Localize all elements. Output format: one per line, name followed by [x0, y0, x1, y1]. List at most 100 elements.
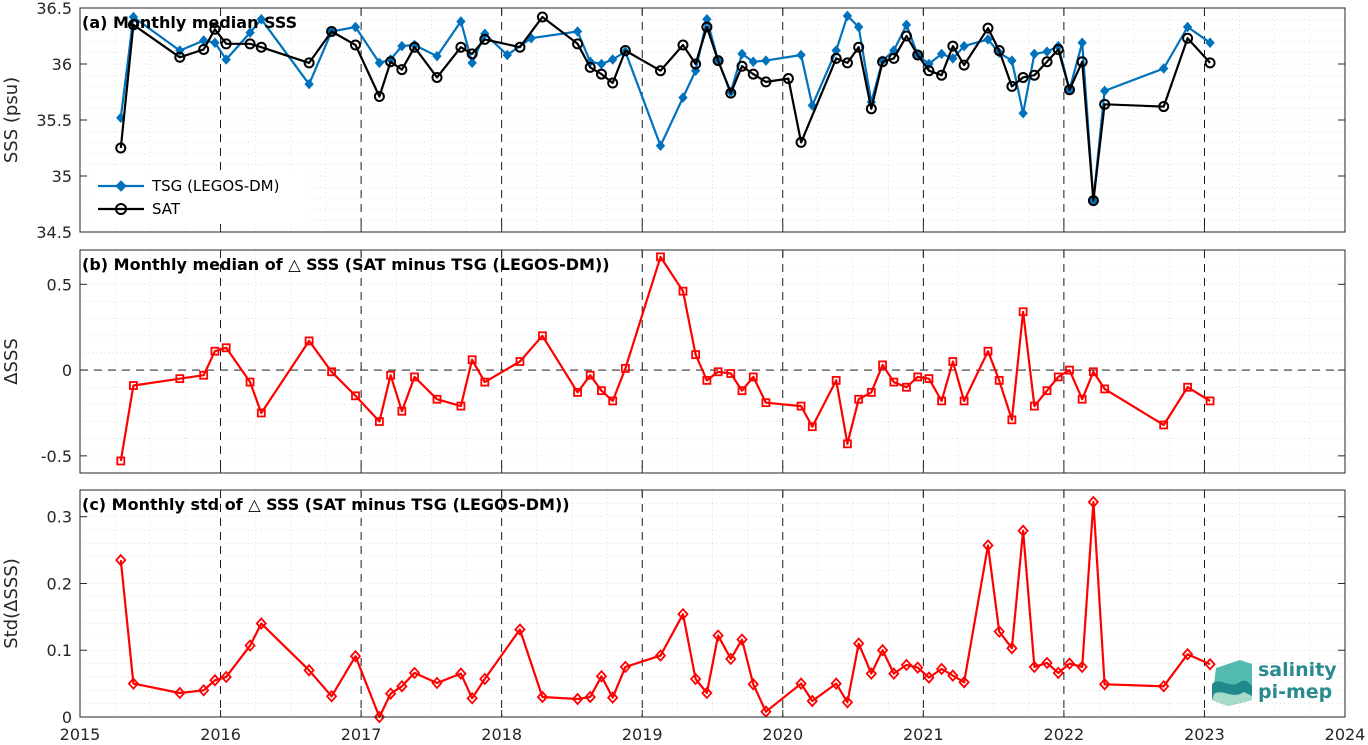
data-point	[725, 87, 737, 99]
data-point	[830, 52, 842, 64]
data-point	[854, 21, 864, 33]
data-point	[1182, 21, 1193, 33]
data-point	[831, 45, 841, 56]
legend-label-tsg: TSG (LEGOS-DM)	[151, 177, 279, 195]
series-line	[119, 500, 1211, 719]
data-point	[1077, 37, 1087, 48]
data-point	[619, 660, 632, 674]
data-point	[325, 689, 338, 703]
data-point	[115, 142, 127, 154]
x-tick-label: 2017	[341, 725, 382, 744]
data-point	[677, 607, 689, 621]
data-point	[761, 398, 771, 408]
data-point	[1076, 660, 1088, 674]
x-tick-label: 2024	[1325, 725, 1366, 744]
legend-entry-tsg: TSG (LEGOS-DM)	[98, 177, 279, 195]
data-point	[761, 55, 771, 66]
data-point	[713, 367, 723, 377]
data-point	[982, 22, 994, 34]
data-point	[1159, 420, 1169, 430]
data-point	[1205, 37, 1215, 48]
data-point	[677, 39, 689, 51]
data-point	[607, 77, 619, 89]
data-point	[350, 21, 361, 33]
y-tick-label: 0.3	[47, 508, 72, 527]
y-tick-label: 0	[62, 708, 72, 727]
data-point	[1028, 69, 1040, 81]
y-tick-label: -0.5	[41, 447, 72, 466]
y-axis-label: ΔSSS	[1, 338, 22, 385]
data-point	[1065, 365, 1074, 375]
x-tick-label: 2022	[1044, 725, 1085, 744]
data-point	[116, 456, 126, 466]
data-point	[993, 45, 1005, 57]
data-point	[595, 68, 607, 80]
x-tick-label: 2023	[1184, 725, 1225, 744]
data-point	[842, 10, 853, 22]
data-point	[678, 286, 688, 296]
data-point	[1028, 660, 1041, 674]
data-point	[936, 48, 947, 60]
data-point	[1100, 384, 1110, 394]
data-point	[690, 58, 702, 70]
data-point	[900, 30, 912, 42]
data-point	[958, 675, 970, 689]
data-point	[174, 686, 186, 700]
data-point	[1053, 372, 1063, 382]
x-tick-label: 2020	[762, 725, 803, 744]
data-point	[384, 687, 397, 700]
data-point	[782, 73, 794, 85]
data-point	[245, 27, 255, 38]
data-point	[1017, 524, 1029, 538]
data-point	[584, 690, 596, 704]
data-point	[1017, 71, 1029, 83]
y-tick-label: 36	[52, 55, 72, 74]
data-point	[983, 346, 993, 356]
data-point	[983, 34, 993, 45]
data-point	[129, 381, 138, 390]
y-tick-label: 34.5	[36, 223, 72, 242]
data-point	[796, 401, 806, 411]
data-point	[1052, 43, 1064, 55]
data-point	[982, 539, 994, 552]
data-point	[304, 336, 314, 346]
data-point	[409, 41, 421, 53]
data-point	[456, 16, 466, 27]
data-point	[712, 55, 724, 67]
data-point	[374, 57, 385, 69]
data-point	[596, 58, 607, 70]
data-point	[902, 382, 911, 392]
panel-title: (c) Monthly std of △ SSS (SAT minus TSG …	[82, 495, 570, 514]
y-tick-label: 36.5	[36, 0, 72, 18]
y-tick-label: 0.2	[47, 574, 72, 593]
x-tick-label: 2015	[60, 725, 101, 744]
logo-emblem-icon	[1212, 660, 1252, 706]
data-point	[514, 41, 526, 53]
data-point	[748, 372, 758, 382]
data-point	[303, 57, 315, 69]
data-point	[606, 691, 619, 704]
data-point	[255, 41, 267, 53]
data-point	[480, 377, 490, 387]
data-point	[876, 643, 889, 657]
data-point	[244, 639, 256, 652]
logo-line1: salinity	[1258, 659, 1337, 681]
data-point	[736, 60, 748, 72]
data-point	[747, 68, 759, 80]
data-point	[853, 41, 865, 53]
data-point	[585, 370, 595, 380]
data-point	[1029, 48, 1040, 60]
data-point	[1157, 679, 1170, 693]
data-point	[712, 629, 724, 642]
data-point	[656, 252, 665, 262]
data-point	[1041, 56, 1053, 68]
data-point	[1099, 85, 1110, 97]
data-point	[654, 65, 666, 77]
data-point	[806, 694, 819, 708]
data-point	[701, 21, 713, 33]
data-point	[373, 710, 386, 724]
panel-title: (b) Monthly median of △ SSS (SAT minus T…	[82, 255, 610, 274]
data-point	[1183, 382, 1192, 392]
data-point	[796, 49, 806, 61]
data-point	[865, 103, 877, 115]
